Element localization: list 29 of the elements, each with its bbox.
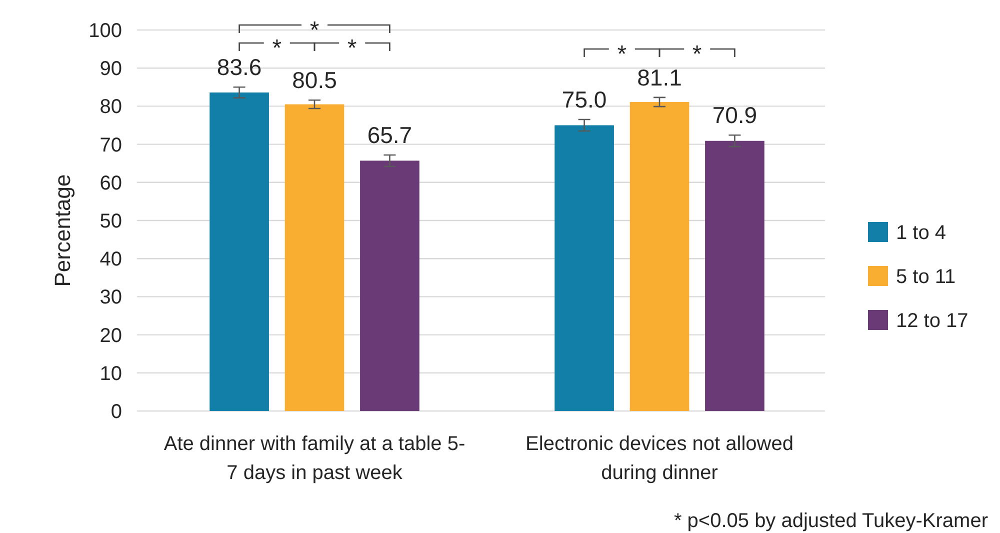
legend-label: 12 to 17 xyxy=(896,310,968,332)
y-tick-label: 0 xyxy=(110,401,122,423)
data-label: 80.5 xyxy=(292,67,337,94)
y-tick-label: 10 xyxy=(100,362,122,385)
data-label: 75.0 xyxy=(562,86,607,113)
x-tick-label: Ate dinner with family at a table 5-7 days in past week xyxy=(164,433,466,484)
y-tick-label: 80 xyxy=(100,96,122,118)
text: * p<0.05 by adjusted Tukey-Kramer xyxy=(674,510,988,532)
annotation: * xyxy=(272,35,282,62)
y-tick-label: 90 xyxy=(100,58,122,80)
legend-label: 1 to 4 xyxy=(896,222,946,244)
annotation: * xyxy=(310,17,320,44)
annotation: * xyxy=(692,41,702,68)
data-label: 83.6 xyxy=(216,54,262,80)
y-tick-label: 30 xyxy=(100,286,122,309)
data-label: 81.1 xyxy=(637,64,682,90)
data-label: 70.9 xyxy=(712,102,758,128)
y-tick-label: 50 xyxy=(100,210,122,232)
y-tick-label: 70 xyxy=(100,134,122,156)
y-tick-label: 40 xyxy=(100,248,122,271)
x-tick-label: Electronic devices not allowed during dinner xyxy=(526,433,794,484)
y-tick-label: 100 xyxy=(88,20,122,42)
y-axis-title: Percentage xyxy=(50,174,75,287)
legend-label: 5 to 11 xyxy=(896,266,956,288)
y-tick-label: 60 xyxy=(100,172,122,194)
annotation: * xyxy=(347,35,357,62)
annotation: * xyxy=(617,41,627,68)
data-label: 65.7 xyxy=(367,122,412,148)
y-tick-label: 20 xyxy=(100,324,122,347)
